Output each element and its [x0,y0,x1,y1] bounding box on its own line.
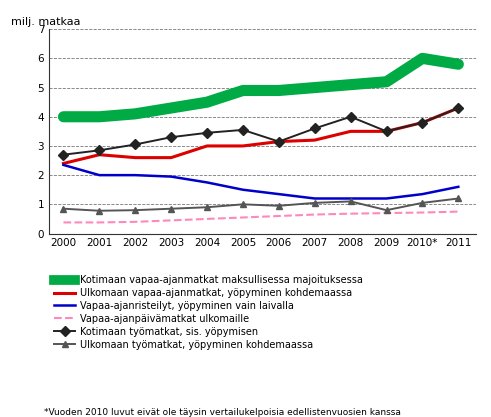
Text: milj. matkaa: milj. matkaa [11,17,80,27]
Text: *Vuoden 2010 luvut eivät ole täysin vertailukelpoisia edellistenvuosien kanssa: *Vuoden 2010 luvut eivät ole täysin vert… [44,407,401,417]
Legend: Kotimaan vapaa-ajanmatkat maksullisessa majoituksessa, Ulkomaan vapaa-ajanmatkat: Kotimaan vapaa-ajanmatkat maksullisessa … [54,275,363,350]
